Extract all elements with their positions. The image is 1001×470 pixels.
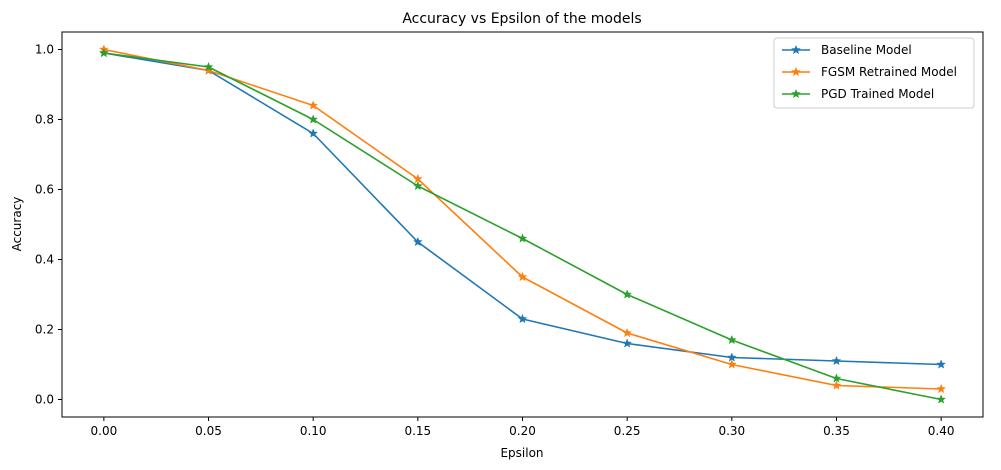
data-point	[936, 359, 947, 369]
series-3	[98, 47, 947, 404]
data-point	[831, 355, 842, 366]
legend-marker	[791, 44, 801, 55]
data-point	[517, 271, 528, 282]
y-tick-label: 0.8	[35, 113, 54, 127]
data-point	[412, 236, 423, 247]
x-tick-label: 0.30	[718, 424, 745, 438]
x-tick-label: 0.00	[91, 424, 118, 438]
series-layer	[98, 44, 947, 404]
data-point	[936, 383, 947, 394]
y-tick-label: 0.6	[35, 183, 54, 197]
legend: Baseline Model FGSM Retrained Model PGD Tr…	[773, 37, 975, 109]
x-axis: 0.00 0.05 0.10 0.15 0.20 0.25 0.30 0.35 0.40	[91, 417, 955, 438]
data-point	[726, 359, 737, 369]
x-axis-label: Epsilon	[500, 446, 543, 460]
data-point	[831, 373, 842, 383]
legend-label: FGSM Retrained Model	[821, 65, 957, 79]
data-point	[517, 313, 528, 324]
data-point	[622, 338, 633, 348]
legend-marker	[791, 66, 801, 77]
data-point	[98, 47, 109, 58]
y-axis: 0.0 0.2 0.4 0.6 0.8 1.0	[35, 43, 62, 407]
x-tick-label: 0.35	[823, 424, 850, 438]
y-tick-label: 0.0	[35, 393, 54, 407]
data-point	[412, 180, 423, 191]
x-tick-label: 0.25	[614, 424, 641, 438]
data-point	[517, 233, 528, 243]
y-tick-label: 0.4	[35, 253, 54, 267]
x-tick-label: 0.20	[509, 424, 536, 438]
legend-item: Baseline Model	[782, 43, 912, 57]
x-tick-label: 0.05	[195, 424, 222, 438]
data-point	[308, 114, 319, 124]
legend-item: PGD Trained Model	[782, 87, 934, 101]
chart-title: Accuracy vs Epsilon of the models	[402, 11, 641, 27]
data-point	[622, 327, 633, 338]
y-tick-label: 1.0	[35, 43, 54, 57]
y-tick-label: 0.2	[35, 323, 54, 337]
data-point	[622, 289, 633, 299]
y-axis-label: Accuracy	[10, 197, 24, 252]
data-point	[831, 380, 842, 390]
data-point	[308, 128, 319, 138]
x-tick-label: 0.10	[300, 424, 327, 438]
data-point	[936, 394, 947, 404]
legend-label: PGD Trained Model	[821, 87, 934, 101]
x-tick-label: 0.15	[404, 424, 431, 438]
data-point	[726, 334, 737, 345]
legend-box	[773, 37, 975, 109]
legend-item: FGSM Retrained Model	[782, 65, 957, 79]
legend-marker	[791, 88, 801, 99]
data-point	[203, 61, 214, 72]
legend-label: Baseline Model	[821, 43, 912, 57]
data-point	[308, 100, 319, 110]
x-tick-label: 0.40	[928, 424, 955, 438]
